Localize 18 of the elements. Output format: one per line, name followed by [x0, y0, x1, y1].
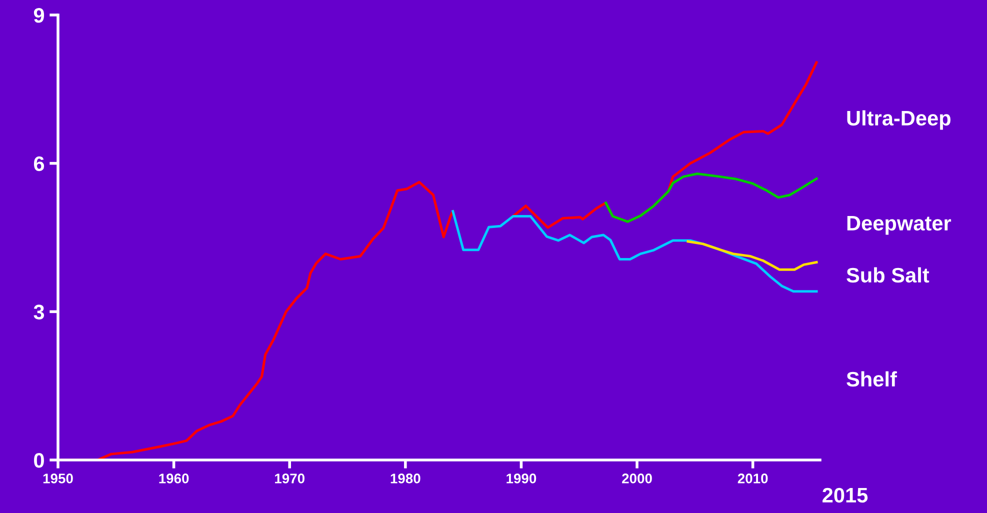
text: Ultra-Deep — [847, 110, 950, 130]
x-tick-label: 2000 — [622, 474, 652, 484]
text: Deepwater — [847, 216, 952, 235]
text: 2015 — [822, 488, 868, 503]
y-tick-label: 0 — [34, 453, 44, 468]
x-tick-label: 1960 — [159, 474, 189, 484]
y-tick-label: 6 — [34, 156, 44, 172]
series-label: Sub Salt — [846, 267, 930, 283]
line-series — [686, 240, 818, 271]
x-tick-label: 1970 — [275, 474, 304, 484]
x-tick-label: 1980 — [390, 474, 420, 484]
x-tick-label: 1990 — [506, 474, 536, 484]
y-tick-label: 3 — [34, 304, 44, 320]
x-tick-label: 1950 — [43, 474, 73, 484]
text: Shelf — [846, 371, 897, 387]
line-series — [604, 172, 818, 223]
y-tick-label: 9 — [34, 8, 44, 23]
x-tick-label: 2010 — [738, 474, 768, 484]
